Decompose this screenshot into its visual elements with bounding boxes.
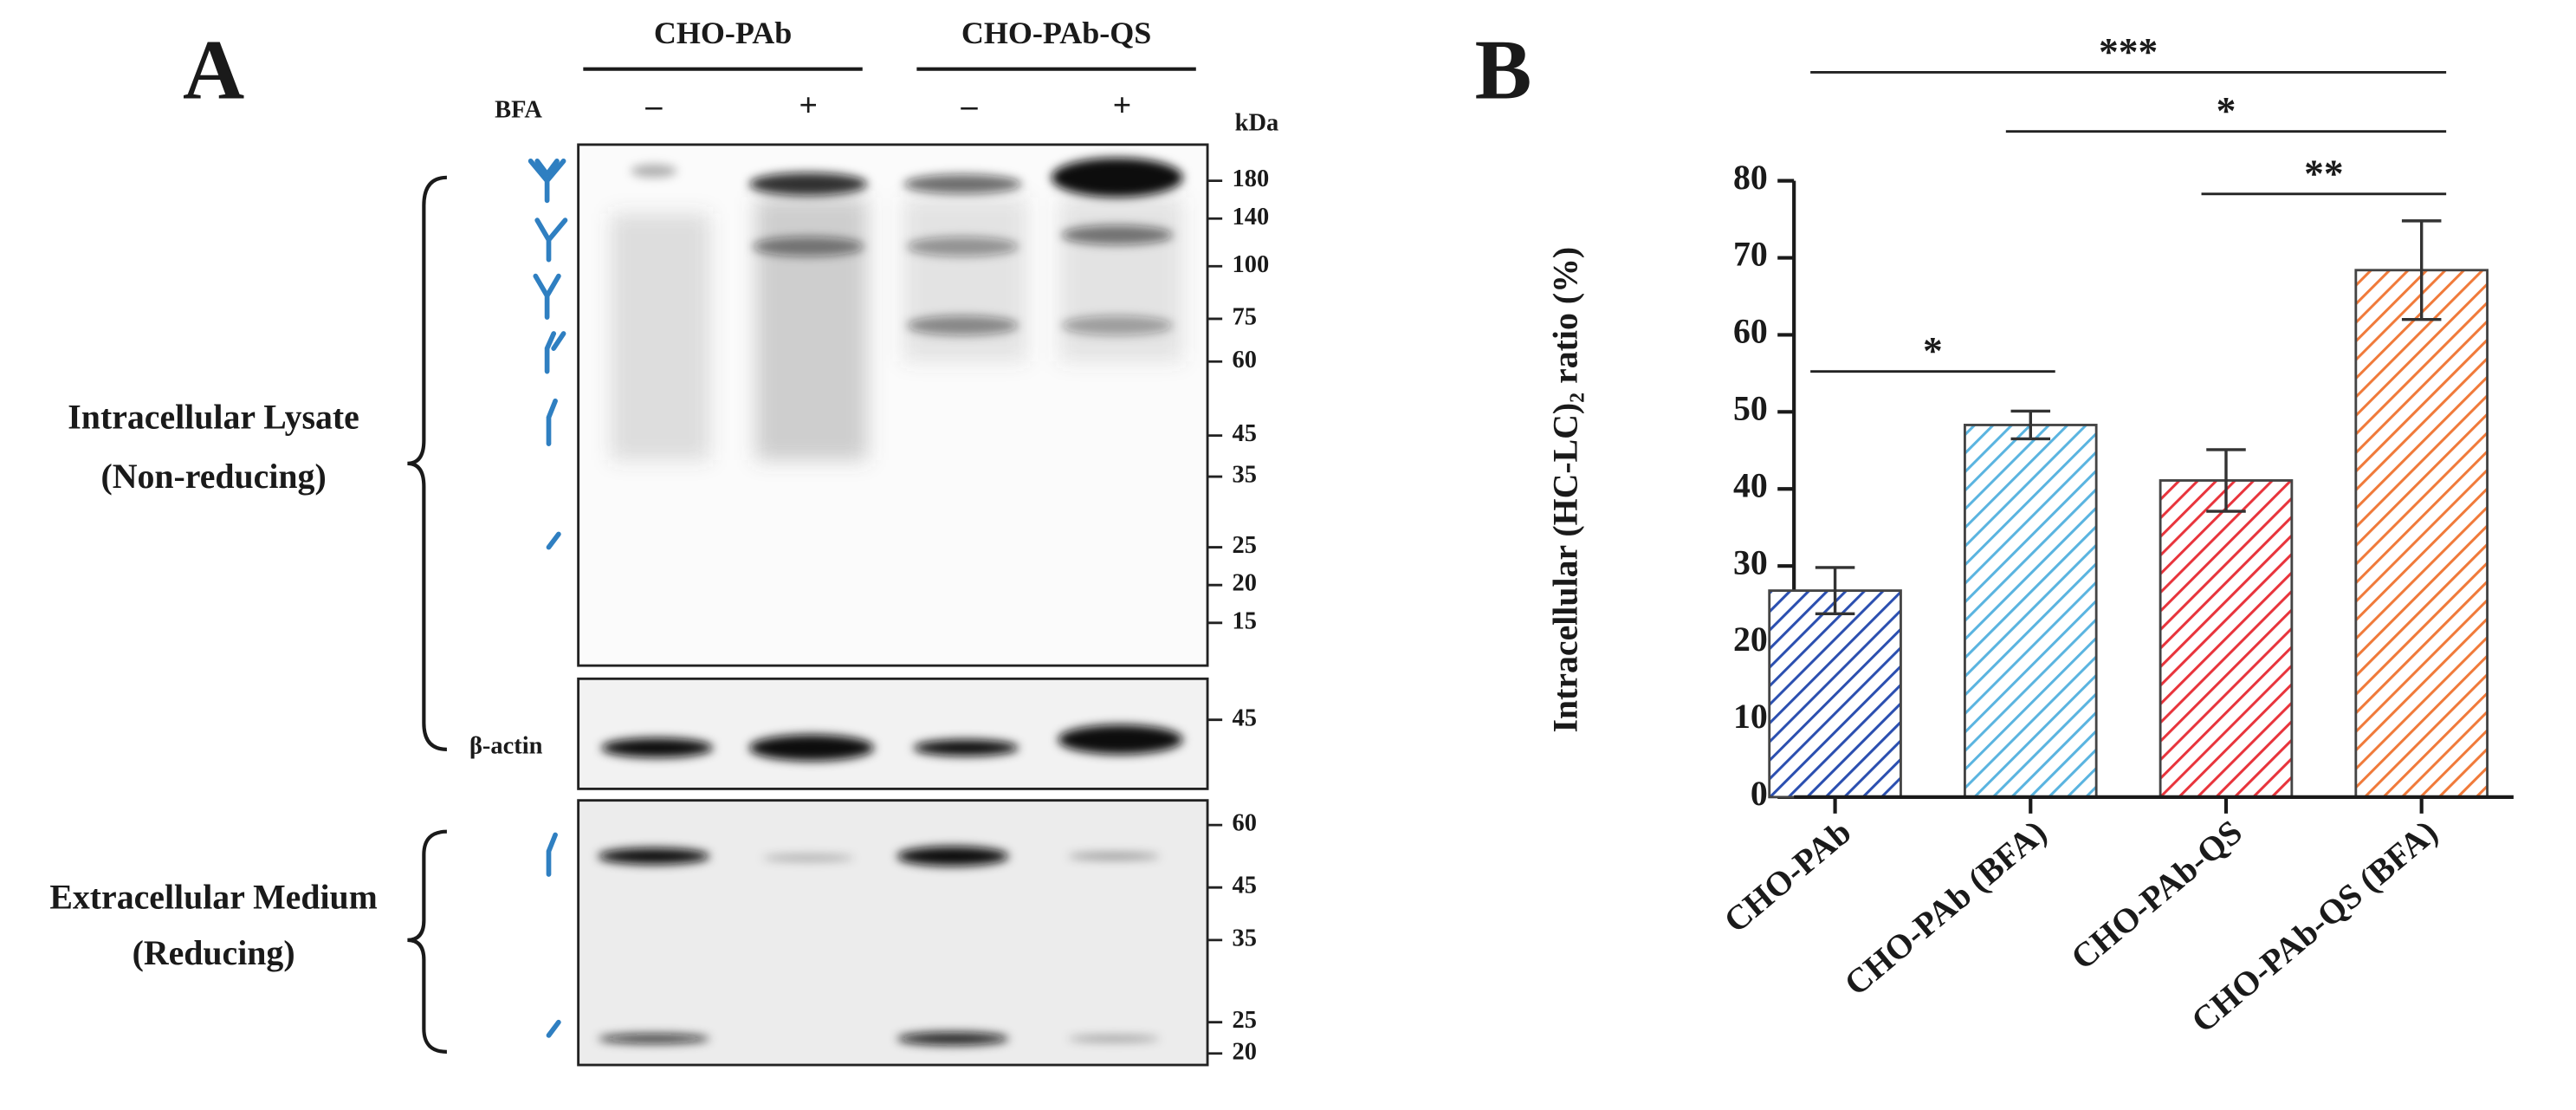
marker-label: 25 (1233, 1007, 1257, 1034)
marker-label: 140 (1233, 204, 1270, 230)
y-axis-label: Intracellular (HC-LC)₂ ratio (%) (1546, 247, 1584, 733)
marker-label: 45 (1233, 704, 1257, 731)
y-tick-label: 30 (1733, 543, 1768, 581)
section-label: Extracellular Medium (49, 879, 378, 917)
section-label: Intracellular Lysate (68, 399, 359, 437)
error-bar (2010, 409, 2051, 441)
marker-label: 20 (1233, 1038, 1257, 1065)
x-tick-label: CHO-PAb (BFA) (1837, 813, 2054, 1003)
unit-label: kDa (1235, 110, 1279, 137)
error-bar (1815, 566, 1855, 615)
significance-label: *** (2099, 29, 2158, 74)
error-bar (2206, 448, 2246, 513)
panel-label: B (1475, 23, 1532, 118)
blot-actin (577, 677, 1209, 790)
blot-medium (577, 799, 1209, 1067)
group-label: CHO-PAb-QS (961, 16, 1151, 50)
marker-label: 35 (1233, 462, 1257, 489)
marker-label: 25 (1233, 532, 1257, 559)
brace (407, 175, 448, 751)
treatment-sign: – (644, 88, 663, 124)
marker-label: 100 (1233, 251, 1270, 278)
brace (407, 829, 448, 1054)
y-tick-label: 70 (1733, 236, 1768, 274)
marker-label: 35 (1233, 925, 1257, 951)
bar (2159, 479, 2294, 799)
actin-label: β-actin (469, 733, 543, 760)
y-tick-label: 20 (1733, 620, 1768, 659)
significance-label: * (2217, 88, 2236, 133)
bar (2354, 269, 2489, 799)
marker-label: 180 (1233, 166, 1270, 192)
y-tick-label: 80 (1733, 159, 1768, 197)
antibody-icons (527, 159, 568, 1038)
y-tick-label: 0 (1751, 775, 1768, 813)
treatment-sign: + (1113, 88, 1132, 124)
y-tick-label: 40 (1733, 466, 1768, 504)
treatment-sign: – (961, 88, 979, 124)
blot-lysate (577, 143, 1209, 667)
bar (1768, 589, 1902, 799)
treatment-sign: + (799, 88, 818, 124)
marker-label: 45 (1233, 873, 1257, 899)
y-tick-label: 50 (1733, 389, 1768, 427)
bar (1963, 424, 2098, 799)
section-label: (Non-reducing) (100, 458, 326, 496)
x-tick-label: CHO-PAb-QS (2064, 813, 2249, 977)
marker-label: 45 (1233, 420, 1257, 447)
marker-label: 20 (1233, 570, 1257, 597)
x-tick-label: CHO-PAb (1717, 813, 1858, 940)
section-label: (Reducing) (133, 934, 295, 972)
y-tick-label: 10 (1733, 698, 1768, 736)
marker-label: 75 (1233, 303, 1257, 330)
treatment-label: BFA (495, 97, 542, 124)
y-tick-label: 60 (1733, 313, 1768, 351)
marker-label: 60 (1233, 810, 1257, 837)
marker-label: 15 (1233, 607, 1257, 634)
panel-label: A (183, 23, 244, 118)
group-label: CHO-PAb (654, 16, 792, 50)
marker-label: 60 (1233, 347, 1257, 373)
significance-label: ** (2304, 151, 2344, 195)
significance-label: * (1923, 328, 1943, 373)
error-bar (2401, 219, 2442, 321)
